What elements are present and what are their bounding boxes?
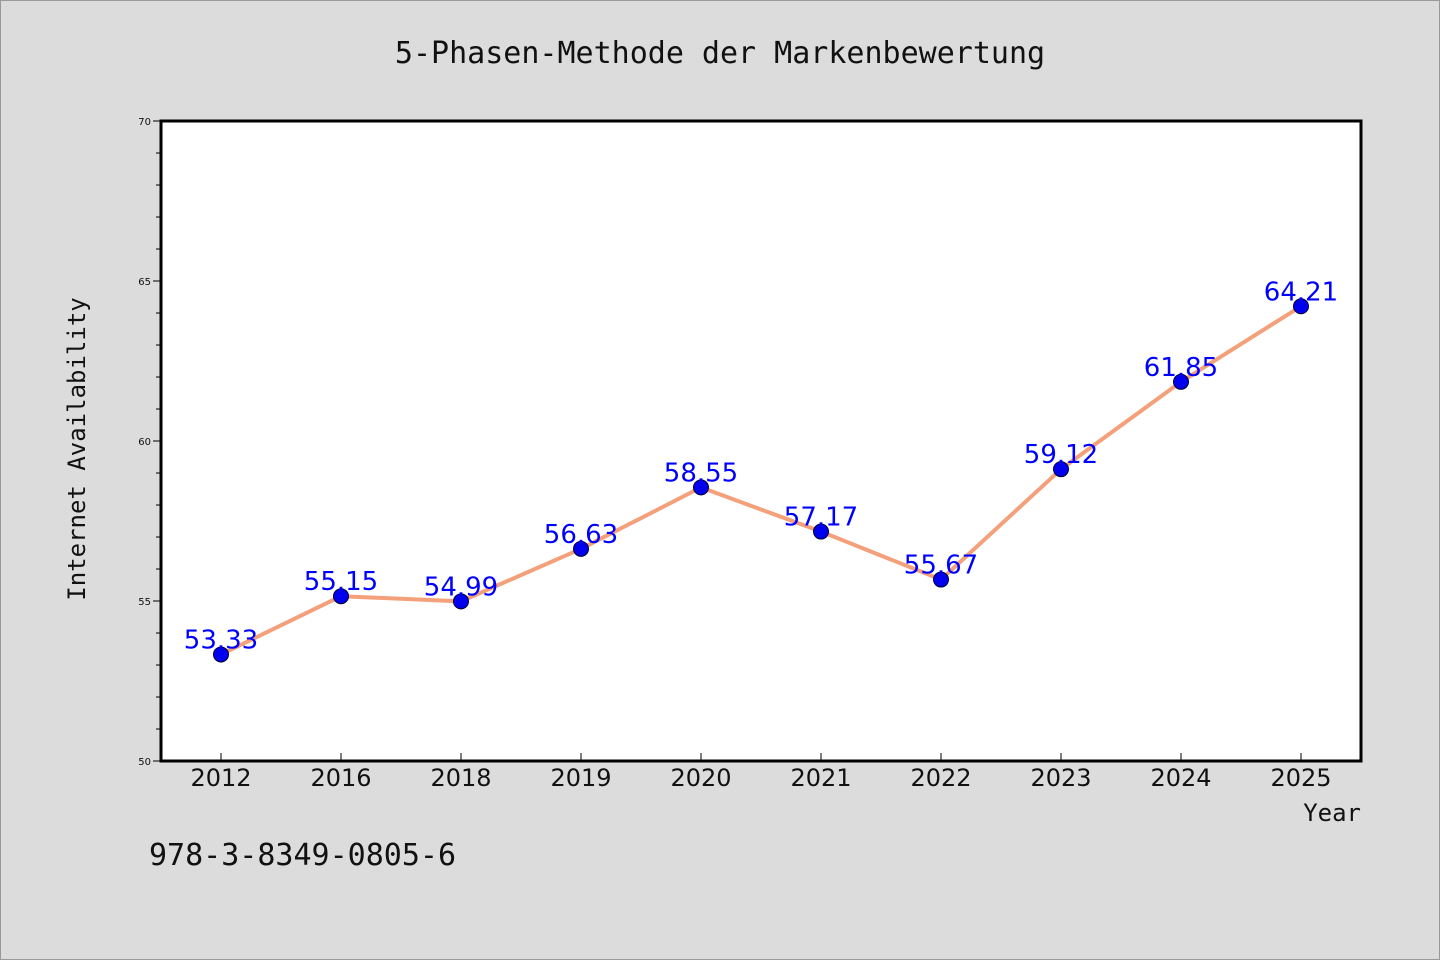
data-label: 59.12: [1024, 440, 1098, 470]
x-tick-label: 2022: [910, 764, 971, 792]
y-tick-label: 65: [138, 277, 151, 288]
data-point: [1293, 298, 1309, 315]
plot-area: [159, 119, 1363, 763]
data-label: 57.17: [784, 503, 858, 533]
data-point: [1173, 373, 1189, 390]
data-label: 58.55: [664, 458, 738, 488]
x-axis-label: Year: [1303, 799, 1361, 827]
data-point: [1053, 461, 1069, 478]
data-label: 64.21: [1264, 277, 1338, 307]
data-point: [813, 523, 829, 540]
series-line: [219, 304, 1303, 657]
y-tick-label: 70: [138, 117, 151, 128]
x-tick-label: 2020: [670, 764, 731, 792]
data-point: [213, 646, 229, 663]
chart-title: 5-Phasen-Methode der Markenbewertung: [395, 36, 1045, 71]
isbn-annotation: 978-3-8349-0805-6: [149, 838, 456, 873]
data-label: 55.67: [904, 551, 978, 581]
y-tick-label: 50: [138, 757, 151, 768]
data-label: 54.99: [424, 572, 498, 602]
x-tick-label: 2012: [190, 764, 251, 792]
x-tick-label: 2016: [310, 764, 371, 792]
data-label: 61.85: [1144, 353, 1218, 383]
data-label: 56.63: [544, 520, 618, 550]
y-tick-label: 55: [138, 597, 151, 608]
data-point: [693, 479, 709, 496]
data-point: [333, 588, 349, 605]
x-axis: 2012 2016 2018 2019 2020 2021 2022 2023 2024 2025: [190, 753, 1332, 792]
x-tick-label: 2021: [790, 764, 851, 792]
data-point: [573, 540, 589, 557]
x-tick-label: 2019: [550, 764, 611, 792]
y-axis: 50 55 60 65 70: [138, 117, 161, 768]
y-axis-label: Internet Availability: [63, 297, 91, 600]
x-tick-label: 2023: [1030, 764, 1091, 792]
x-tick-label: 2025: [1270, 764, 1331, 792]
series-layer: 53.33 55.15 54.99 56.63 58.55 57.17 55.67 59.12…: [184, 277, 1338, 663]
data-label: 53.33: [184, 625, 258, 655]
x-tick-label: 2018: [430, 764, 491, 792]
x-tick-label: 2024: [1150, 764, 1211, 792]
data-point: [453, 593, 469, 610]
y-tick-label: 60: [138, 437, 151, 448]
data-label: 55.15: [304, 567, 378, 597]
data-point: [933, 571, 949, 588]
